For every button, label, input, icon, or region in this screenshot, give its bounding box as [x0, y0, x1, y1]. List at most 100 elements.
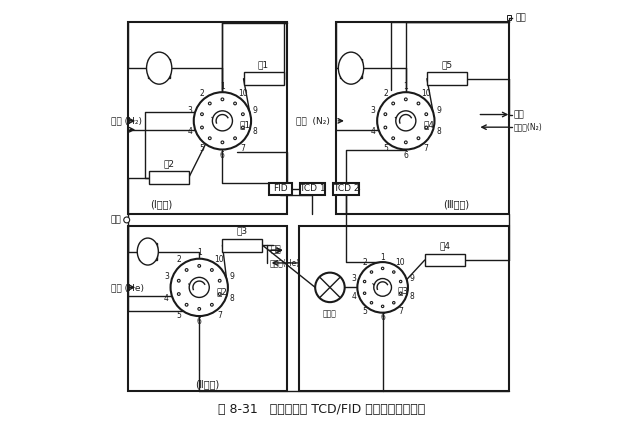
Bar [336, 22, 509, 214]
Circle shape [123, 217, 130, 223]
Bar [139, 244, 157, 260]
Text: 7: 7 [217, 311, 222, 320]
Bar [425, 254, 465, 266]
Bar [427, 72, 467, 85]
Circle shape [315, 273, 345, 302]
Bar [299, 226, 509, 391]
Text: 8: 8 [436, 127, 441, 136]
Circle shape [374, 278, 392, 296]
Circle shape [233, 102, 237, 105]
Circle shape [221, 141, 224, 144]
Text: 7: 7 [240, 144, 245, 153]
Text: 柱3: 柱3 [237, 227, 248, 236]
Bar [129, 226, 287, 391]
Bar [149, 171, 188, 184]
Text: 2: 2 [200, 88, 204, 98]
Text: 放空: 放空 [270, 246, 281, 255]
Text: 阀4: 阀4 [423, 121, 434, 130]
Text: 5: 5 [177, 311, 181, 320]
Text: 9: 9 [253, 106, 258, 115]
Text: 图 8-31   四阀五柱双 TCD/FID 分析炼厂气流程图: 图 8-31 四阀五柱双 TCD/FID 分析炼厂气流程图 [218, 403, 425, 416]
Bar [507, 16, 511, 19]
Text: 载气 (H₂): 载气 (H₂) [111, 116, 141, 125]
Text: 进样: 进样 [516, 13, 526, 22]
Circle shape [208, 102, 211, 105]
Circle shape [212, 111, 233, 131]
Circle shape [396, 111, 416, 131]
Ellipse shape [147, 52, 172, 84]
Circle shape [381, 305, 384, 308]
Text: 4: 4 [370, 127, 376, 136]
Bar [300, 183, 325, 195]
Circle shape [242, 126, 244, 129]
Text: (Ⅲ通道): (Ⅲ通道) [444, 199, 469, 209]
Text: 载气 (He): 载气 (He) [111, 283, 143, 292]
Text: 3: 3 [370, 106, 376, 115]
Text: 4: 4 [187, 127, 192, 136]
Ellipse shape [338, 52, 364, 84]
Text: 1: 1 [220, 82, 225, 91]
Text: 3: 3 [164, 272, 169, 281]
Circle shape [189, 277, 209, 297]
Text: 载气  (N₂): 载气 (N₂) [296, 116, 330, 125]
Circle shape [377, 92, 435, 149]
Circle shape [210, 303, 213, 306]
Text: 2: 2 [383, 88, 388, 98]
Circle shape [233, 137, 237, 140]
Circle shape [221, 98, 224, 101]
Circle shape [384, 126, 386, 129]
Circle shape [219, 293, 221, 295]
Text: 10: 10 [238, 88, 248, 98]
Circle shape [363, 280, 366, 283]
Bar [222, 239, 262, 252]
Text: 阻尼器: 阻尼器 [323, 310, 337, 319]
Text: 10: 10 [395, 258, 405, 267]
Text: 10: 10 [215, 255, 224, 264]
Circle shape [417, 137, 420, 140]
Bar [149, 58, 170, 78]
Circle shape [185, 303, 188, 306]
Circle shape [392, 102, 395, 105]
Text: 10: 10 [421, 88, 431, 98]
Text: 3: 3 [351, 274, 356, 283]
Text: 阀3: 阀3 [398, 287, 409, 296]
Text: FID: FID [273, 184, 287, 193]
Text: 2: 2 [363, 258, 367, 267]
Text: 5: 5 [200, 144, 204, 153]
Circle shape [177, 293, 180, 295]
Text: 阀1: 阀1 [240, 121, 251, 130]
Text: 4: 4 [164, 294, 169, 302]
Circle shape [219, 279, 221, 282]
Text: 柱1: 柱1 [258, 60, 269, 69]
Circle shape [393, 302, 395, 304]
Text: 6: 6 [220, 151, 225, 160]
Text: 4: 4 [351, 292, 356, 301]
Text: 6: 6 [380, 313, 385, 322]
Text: 1: 1 [197, 248, 202, 258]
Text: 6: 6 [403, 151, 408, 160]
Text: 6: 6 [197, 317, 202, 326]
Circle shape [370, 302, 373, 304]
Circle shape [358, 262, 408, 313]
Circle shape [198, 264, 201, 267]
Bar [269, 183, 292, 195]
Text: 9: 9 [409, 274, 414, 283]
Circle shape [404, 141, 407, 144]
Ellipse shape [137, 238, 158, 265]
Circle shape [399, 292, 402, 294]
Text: 补加气(He): 补加气(He) [270, 258, 300, 267]
Text: 柱5: 柱5 [441, 60, 453, 69]
Bar [333, 183, 359, 195]
Circle shape [185, 269, 188, 272]
Text: 8: 8 [253, 127, 257, 136]
Circle shape [393, 271, 395, 273]
Text: TCD 2: TCD 2 [332, 184, 359, 193]
Circle shape [201, 113, 203, 115]
Text: 9: 9 [436, 106, 441, 115]
Circle shape [194, 92, 251, 149]
Text: (Ⅱ通道): (Ⅱ通道) [195, 379, 220, 389]
Circle shape [417, 102, 420, 105]
Text: 2: 2 [177, 255, 181, 264]
Text: 柱4: 柱4 [439, 241, 450, 250]
Circle shape [201, 126, 203, 129]
